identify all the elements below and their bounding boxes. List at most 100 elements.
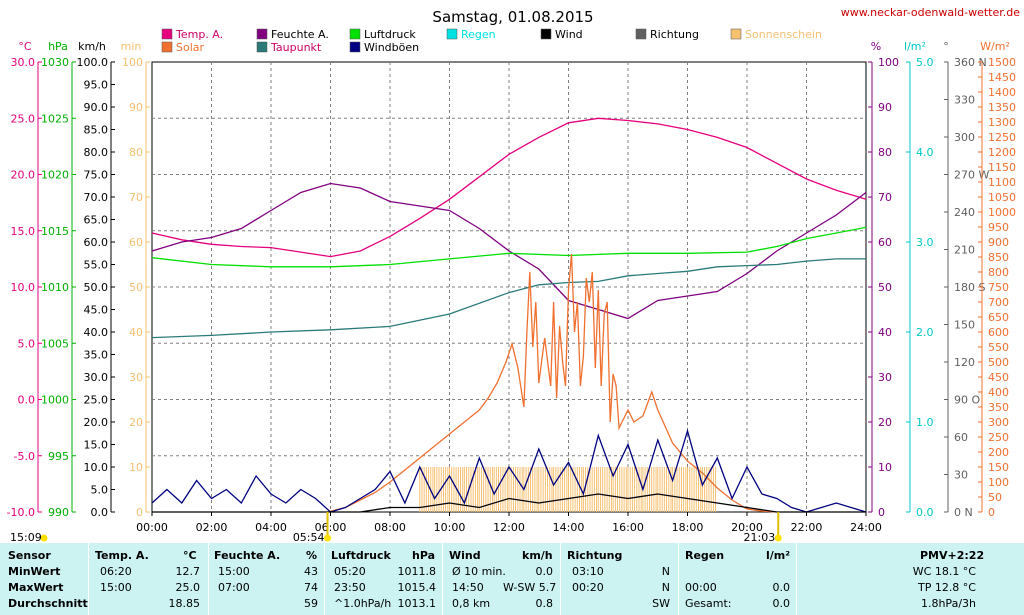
stats-header-humidity-unit: % xyxy=(306,549,318,562)
stats-rain-l: 00:00 xyxy=(685,581,717,594)
direction-tick-label: 330 xyxy=(954,94,975,107)
humidity-tick-label: 60 xyxy=(878,236,892,249)
humidity-tick-label: 100 xyxy=(878,56,899,69)
wind-tick-label: 40.0 xyxy=(84,326,109,339)
stats-press-time: 05:20 xyxy=(334,565,366,578)
rain-unit-label: l/m² xyxy=(904,40,926,53)
x-tick-label: 22:00 xyxy=(791,521,823,534)
wind-tick-label: 20.0 xyxy=(84,416,109,429)
stats-rain-l: Gesamt: xyxy=(685,597,732,610)
direction-tick-label: 270 W xyxy=(954,169,989,182)
solar-tick-label: 350 xyxy=(988,401,1009,414)
stats-header-rain-unit: l/m² xyxy=(766,549,791,562)
series-taupunkt xyxy=(151,258,866,339)
left-corner-sun-icon xyxy=(40,534,48,542)
solar-tick-label: 1000 xyxy=(988,206,1016,219)
wind-unit-label: km/h xyxy=(78,40,106,53)
legend-label: Taupunkt xyxy=(270,41,322,54)
solar-tick-label: 700 xyxy=(988,296,1009,309)
legend: Temp. A.Solar Feuchte A.Taupunkt Luftdruck… xyxy=(161,28,822,54)
x-tick-label: 18:00 xyxy=(672,521,704,534)
temp-tick-label: 15.0 xyxy=(11,225,36,238)
sunrise-sun-icon xyxy=(324,534,332,542)
series-temp-a- xyxy=(151,117,867,258)
stats-header-pressure-unit: hPa xyxy=(412,549,436,562)
temp-tick-label: -10.0 xyxy=(7,506,35,519)
solar-tick-label: 1450 xyxy=(988,71,1016,84)
series-solar xyxy=(327,253,777,513)
legend-label: Sonnenschein xyxy=(745,28,822,41)
sun-tick-label: 60 xyxy=(129,236,143,249)
solar-tick-label: 1300 xyxy=(988,116,1016,129)
legend-swatch xyxy=(540,28,552,40)
stats-label: Durchschnitt xyxy=(8,597,88,610)
pressure-tick-label: 995 xyxy=(48,450,69,463)
humidity-tick-label: 90 xyxy=(878,101,892,114)
stats-rain-val: 0.0 xyxy=(772,581,791,594)
solar-tick-label: 250 xyxy=(988,431,1009,444)
pressure-tick-label: 1010 xyxy=(41,281,69,294)
stats-header-direction: Richtung xyxy=(567,549,623,562)
legend-label: Wind xyxy=(555,28,583,41)
stats-temp-time: 15:00 xyxy=(100,581,132,594)
source-link[interactable]: www.neckar-odenwald-wetter.de xyxy=(841,6,1021,19)
x-tick-label: 14:00 xyxy=(553,521,585,534)
sun-tick-label: 70 xyxy=(129,191,143,204)
stats-header-pressure: Luftdruck xyxy=(331,549,391,562)
rain-tick-label: 3.0 xyxy=(916,236,934,249)
wind-tick-label: 25.0 xyxy=(84,394,109,407)
stats-header-wind: Wind xyxy=(449,549,481,562)
stats-dir-time: 03:10 xyxy=(572,565,604,578)
x-tick-label: 24:00 xyxy=(850,521,882,534)
wind-tick-label: 95.0 xyxy=(84,79,109,92)
x-tick-label: 04:00 xyxy=(255,521,287,534)
wind-tick-label: 35.0 xyxy=(84,349,109,362)
solar-tick-label: 500 xyxy=(988,356,1009,369)
solar-tick-label: 1200 xyxy=(988,146,1016,159)
sun-tick-label: 50 xyxy=(129,281,143,294)
stats-hum-time: 07:00 xyxy=(218,581,250,594)
stats-label: MaxWert xyxy=(8,581,64,594)
direction-tick-label: 0 N xyxy=(954,506,973,519)
rain-tick-label: 4.0 xyxy=(916,146,934,159)
legend-label: Temp. A. xyxy=(175,28,223,41)
direction-tick-label: 120 xyxy=(954,356,975,369)
rain-tick-label: 5.0 xyxy=(916,56,934,69)
solar-tick-label: 1050 xyxy=(988,191,1016,204)
stats-rain-val: 0.0 xyxy=(772,597,791,610)
sun-tick-label: 40 xyxy=(129,326,143,339)
sun-tick-label: 30 xyxy=(129,371,143,384)
stats-label: MinWert xyxy=(8,565,61,578)
stats-press-val: 1011.8 xyxy=(397,565,437,578)
solar-tick-label: 200 xyxy=(988,446,1009,459)
wind-tick-label: 60.0 xyxy=(84,236,109,249)
stats-wind-l: 0,8 km xyxy=(452,597,491,610)
stats-header-sensor: Sensor xyxy=(8,549,51,562)
rain-tick-label: 0.0 xyxy=(916,506,934,519)
wind-tick-label: 45.0 xyxy=(84,304,109,317)
solar-tick-label: 1100 xyxy=(988,176,1016,189)
legend-swatch xyxy=(730,28,742,40)
chart-title: Samstag, 01.08.2015 xyxy=(432,8,593,26)
weather-chart: 00:00 02:00 04:00 06:00 08:00 10:00 12:00 14:00… xyxy=(6,6,1021,543)
solar-tick-label: 750 xyxy=(988,281,1009,294)
direction-tick-label: 210 xyxy=(954,244,975,257)
temp-tick-label: 20.0 xyxy=(11,169,36,182)
wind-tick-label: 55.0 xyxy=(84,259,109,272)
pressure-unit-label: hPa xyxy=(48,40,68,53)
humidity-tick-label: 50 xyxy=(878,281,892,294)
rain-tick-label: 1.0 xyxy=(916,416,934,429)
solar-tick-label: 1400 xyxy=(988,86,1016,99)
direction-tick-label: 90 O xyxy=(954,394,980,407)
stats-wind-l: Ø 10 min. xyxy=(452,565,506,578)
direction-tick-label: 150 xyxy=(954,319,975,332)
sunset-time: 21:03 xyxy=(744,531,776,543)
temp-tick-label: 30.0 xyxy=(11,56,36,69)
legend-swatch xyxy=(161,28,173,40)
stats-wind-val: 0.0 xyxy=(535,565,554,578)
pressure-tick-label: 1005 xyxy=(41,337,69,350)
stats-header-temp-unit: °C xyxy=(183,549,197,562)
axes-layer: 00:00 02:00 04:00 06:00 08:00 10:00 12:00 14:00… xyxy=(7,40,1016,543)
legend-swatch xyxy=(161,41,173,53)
series-feuchte-a- xyxy=(151,182,867,320)
